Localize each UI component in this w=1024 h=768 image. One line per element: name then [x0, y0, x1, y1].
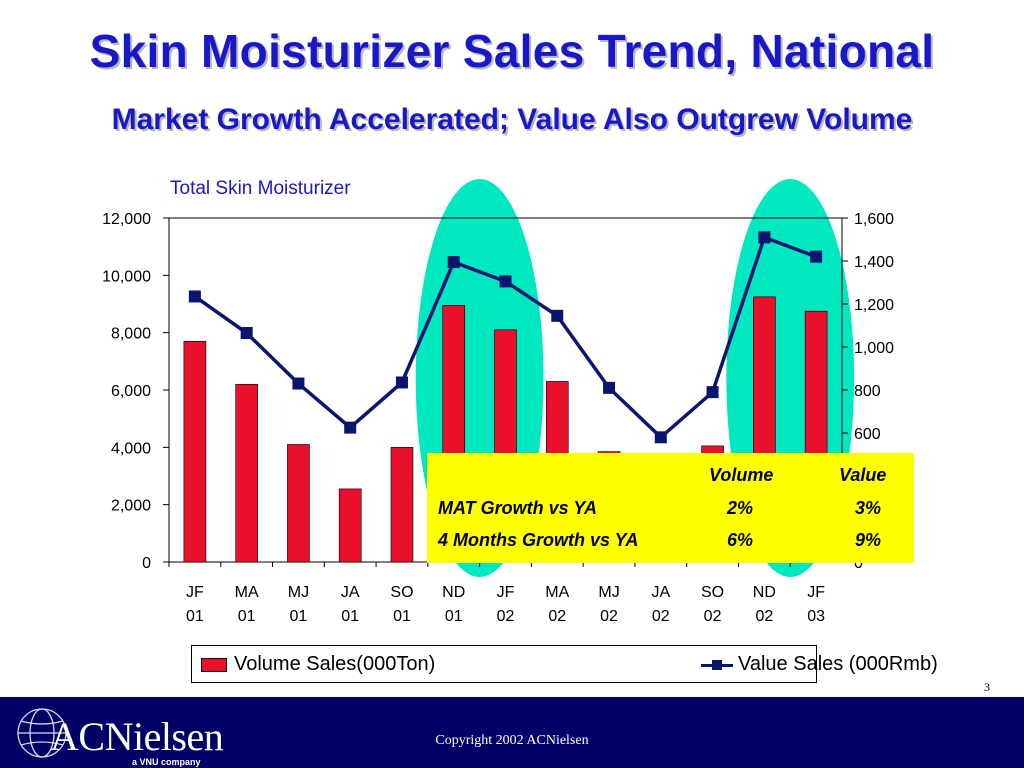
value-point — [395, 376, 408, 389]
legend-swatch-volume — [201, 658, 227, 672]
summary-row-value: 3% — [855, 498, 882, 518]
company-logo-text: ACNielsen — [50, 714, 224, 759]
y-right-tick-label: 1,600 — [854, 211, 894, 228]
x-tick-label: JF 03 — [807, 584, 825, 625]
page-number: 3 — [984, 680, 990, 694]
legend-label-value: Value Sales (000Rmb) — [738, 653, 938, 675]
y-left-tick-label: 2,000 — [111, 498, 151, 515]
x-tick-label: JF 01 — [186, 584, 204, 625]
value-point — [810, 250, 823, 263]
value-point — [654, 431, 667, 444]
volume-bar — [287, 444, 310, 563]
summary-row-volume: 2% — [727, 498, 754, 518]
legend-swatch-value-marker — [712, 660, 722, 670]
x-tick-label: MJ 02 — [598, 584, 619, 625]
y-left-tick-label: 8,000 — [111, 326, 151, 343]
y-right-tick-label: 600 — [854, 426, 881, 443]
combo-chart: Total Skin Moisturizer 0 2,000 4,000 6,000 8,… — [102, 178, 894, 625]
summary-header-volume: Volume — [709, 465, 774, 485]
copyright-text: Copyright 2002 ACNielsen — [435, 733, 589, 748]
chart-legend: Volume Sales(000Ton) Value Sales (000Rmb… — [191, 645, 938, 683]
x-tick-label: SO 02 — [701, 584, 724, 625]
y-right-tick-label: 1,200 — [854, 297, 894, 314]
value-point — [551, 309, 564, 322]
x-tick-label: MJ 01 — [288, 584, 309, 625]
x-tick-label: ND 01 — [442, 584, 465, 625]
x-tick-label: JA 01 — [341, 584, 360, 625]
volume-bar — [390, 447, 414, 563]
value-point — [344, 421, 357, 434]
slide-subtitle: Market Growth Accelerated; Value Also Ou… — [111, 103, 913, 136]
footer-bar: ACNielsen a VNU company Copyright 2002 A… — [0, 697, 1024, 768]
summary-header-value: Value — [839, 465, 887, 485]
growth-summary-box: Volume Value MAT Growth vs YA 2% 3% 4 Mo… — [427, 453, 914, 563]
value-point — [706, 386, 719, 399]
y-right-tick-label: 1,400 — [854, 254, 894, 271]
y-left-tick-label: 0 — [142, 555, 151, 572]
value-point — [447, 256, 460, 269]
company-logo-subtext: a VNU company — [132, 757, 201, 767]
summary-row-label: 4 Months Growth vs YA — [438, 530, 639, 550]
y-left-tick-label: 10,000 — [102, 268, 151, 285]
value-point — [758, 231, 771, 244]
value-point — [240, 327, 253, 340]
y-left-tick-label: 4,000 — [111, 440, 151, 457]
x-tick-label: SO 01 — [390, 584, 413, 625]
slide-title: Skin Moisturizer Sales Trend, National — [89, 25, 935, 77]
y-left-tick-label: 6,000 — [111, 383, 151, 400]
x-tick-label: MA 02 — [545, 584, 569, 625]
x-tick-label: ND 02 — [753, 584, 776, 625]
summary-row-label: MAT Growth vs YA — [438, 498, 598, 518]
x-tick-label: JA 02 — [651, 584, 670, 625]
summary-row-value: 9% — [855, 530, 882, 550]
globe-logo-icon — [17, 708, 67, 758]
y-right-tick-label: 0 — [854, 555, 863, 572]
summary-row-volume: 6% — [727, 530, 754, 550]
y-right-tick-label: 800 — [854, 383, 881, 400]
volume-bar — [338, 488, 362, 563]
value-point — [292, 377, 305, 390]
value-point — [499, 275, 512, 288]
x-tick-label: JF 02 — [497, 584, 515, 625]
value-point — [603, 381, 616, 394]
legend-label-volume: Volume Sales(000Ton) — [234, 653, 436, 675]
volume-bar — [183, 340, 207, 563]
chart-title: Total Skin Moisturizer — [170, 178, 351, 199]
x-tick-label: MA 01 — [235, 584, 259, 625]
y-right-tick-label: 1,000 — [854, 340, 894, 357]
volume-bar — [235, 383, 258, 563]
y-left-tick-label: 12,000 — [102, 211, 151, 228]
value-point — [188, 290, 201, 303]
